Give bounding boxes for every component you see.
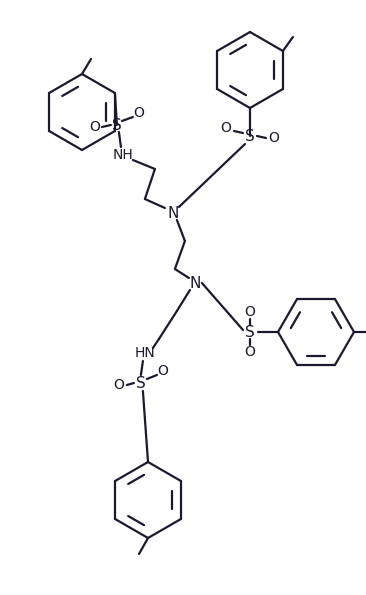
Text: NH: NH — [112, 148, 133, 162]
Text: S: S — [112, 117, 122, 133]
Text: O: O — [89, 120, 100, 134]
Text: O: O — [134, 106, 144, 120]
Text: O: O — [244, 345, 255, 359]
Text: N: N — [189, 275, 201, 290]
Text: S: S — [245, 129, 255, 143]
Text: O: O — [113, 378, 124, 392]
Text: O: O — [221, 121, 231, 135]
Text: O: O — [244, 305, 255, 319]
Text: O: O — [269, 131, 279, 145]
Text: HN: HN — [135, 346, 155, 360]
Text: O: O — [157, 364, 168, 378]
Text: N: N — [167, 205, 179, 221]
Text: S: S — [245, 324, 255, 340]
Text: S: S — [136, 375, 146, 390]
